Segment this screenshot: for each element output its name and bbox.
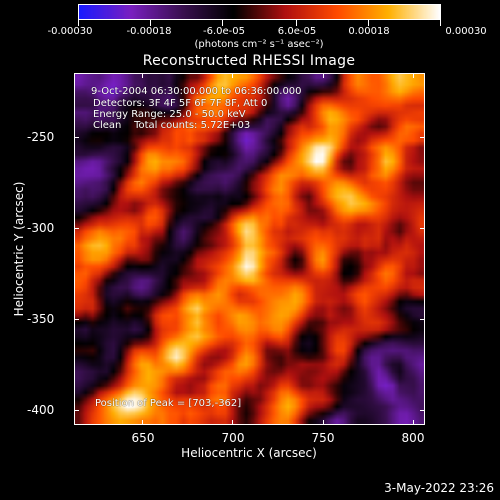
colorbar-label: -0.00018 <box>126 26 172 37</box>
x-tick <box>232 420 233 425</box>
energy-range-label: Energy Range: 25.0 - 50.0 keV <box>93 109 246 120</box>
y-tick <box>420 137 425 138</box>
x-tick-label: 750 <box>311 431 335 445</box>
plot-area: 9-Oct-2004 06:30:00.000 to 06:36:00.000 … <box>74 73 425 425</box>
colorbar-label: 0.00018 <box>348 26 390 37</box>
x-tick <box>142 420 143 425</box>
x-tick-label: 800 <box>401 431 425 445</box>
timestamp: 3-May-2022 23:26 <box>384 481 494 495</box>
y-axis-title: Heliocentric Y (arcsec) <box>12 181 26 317</box>
y-tick <box>420 228 425 229</box>
y-tick <box>74 410 79 411</box>
x-tick <box>323 73 324 78</box>
colorbar-units: (photons cm⁻² s⁻¹ asec⁻²) <box>194 39 324 50</box>
x-tick <box>413 420 414 425</box>
peak-position-label: Position of Peak = [703,-362] <box>95 398 242 409</box>
colorbar-tick <box>440 20 441 26</box>
x-tick-label: 700 <box>221 431 245 445</box>
colorbar-gradient <box>79 5 440 19</box>
x-tick <box>142 73 143 78</box>
x-tick-label: 650 <box>131 431 155 445</box>
x-tick <box>232 73 233 78</box>
rhessi-image <box>75 74 424 424</box>
x-tick <box>413 73 414 78</box>
colorbar <box>78 4 441 20</box>
x-axis-title: Heliocentric X (arcsec) <box>181 446 317 460</box>
detectors-label: Detectors: 3F 4F 5F 6F 7F 8F, Att 0 <box>93 98 268 109</box>
colorbar-tick <box>296 20 297 26</box>
colorbar-label: 6.0e-05 <box>277 26 317 37</box>
colorbar-tick <box>222 20 223 26</box>
y-tick <box>74 137 79 138</box>
y-tick-label: -400 <box>27 403 55 417</box>
y-tick <box>420 319 425 320</box>
colorbar-tick <box>78 20 79 26</box>
time-range-label: 9-Oct-2004 06:30:00.000 to 06:36:00.000 <box>91 86 302 97</box>
colorbar-tick <box>150 20 151 26</box>
y-tick <box>74 319 79 320</box>
y-tick-label: -300 <box>27 221 55 235</box>
colorbar-tick <box>368 20 369 26</box>
clean-counts-label: Clean Total counts: 5.72E+03 <box>93 120 251 131</box>
y-tick <box>74 228 79 229</box>
y-tick-label: -250 <box>27 130 55 144</box>
colorbar-label: 0.00030 <box>445 26 487 37</box>
y-tick <box>420 410 425 411</box>
image-title: Reconstructed RHESSI Image <box>142 53 356 69</box>
colorbar-label: -6.0e-05 <box>203 26 245 37</box>
colorbar-label: -0.00030 <box>47 26 93 37</box>
y-tick-label: -350 <box>27 312 55 326</box>
x-tick <box>323 420 324 425</box>
